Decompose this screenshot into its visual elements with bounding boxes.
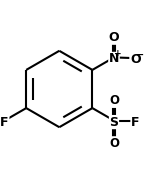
Text: O: O (109, 94, 119, 107)
Text: +: + (114, 49, 122, 58)
Text: F: F (131, 116, 140, 129)
Text: N: N (109, 52, 119, 66)
Text: O: O (130, 53, 141, 66)
Text: S: S (109, 116, 118, 129)
Text: O: O (109, 31, 119, 44)
Text: F: F (0, 116, 9, 129)
Text: −: − (136, 50, 144, 60)
Text: O: O (109, 137, 119, 150)
